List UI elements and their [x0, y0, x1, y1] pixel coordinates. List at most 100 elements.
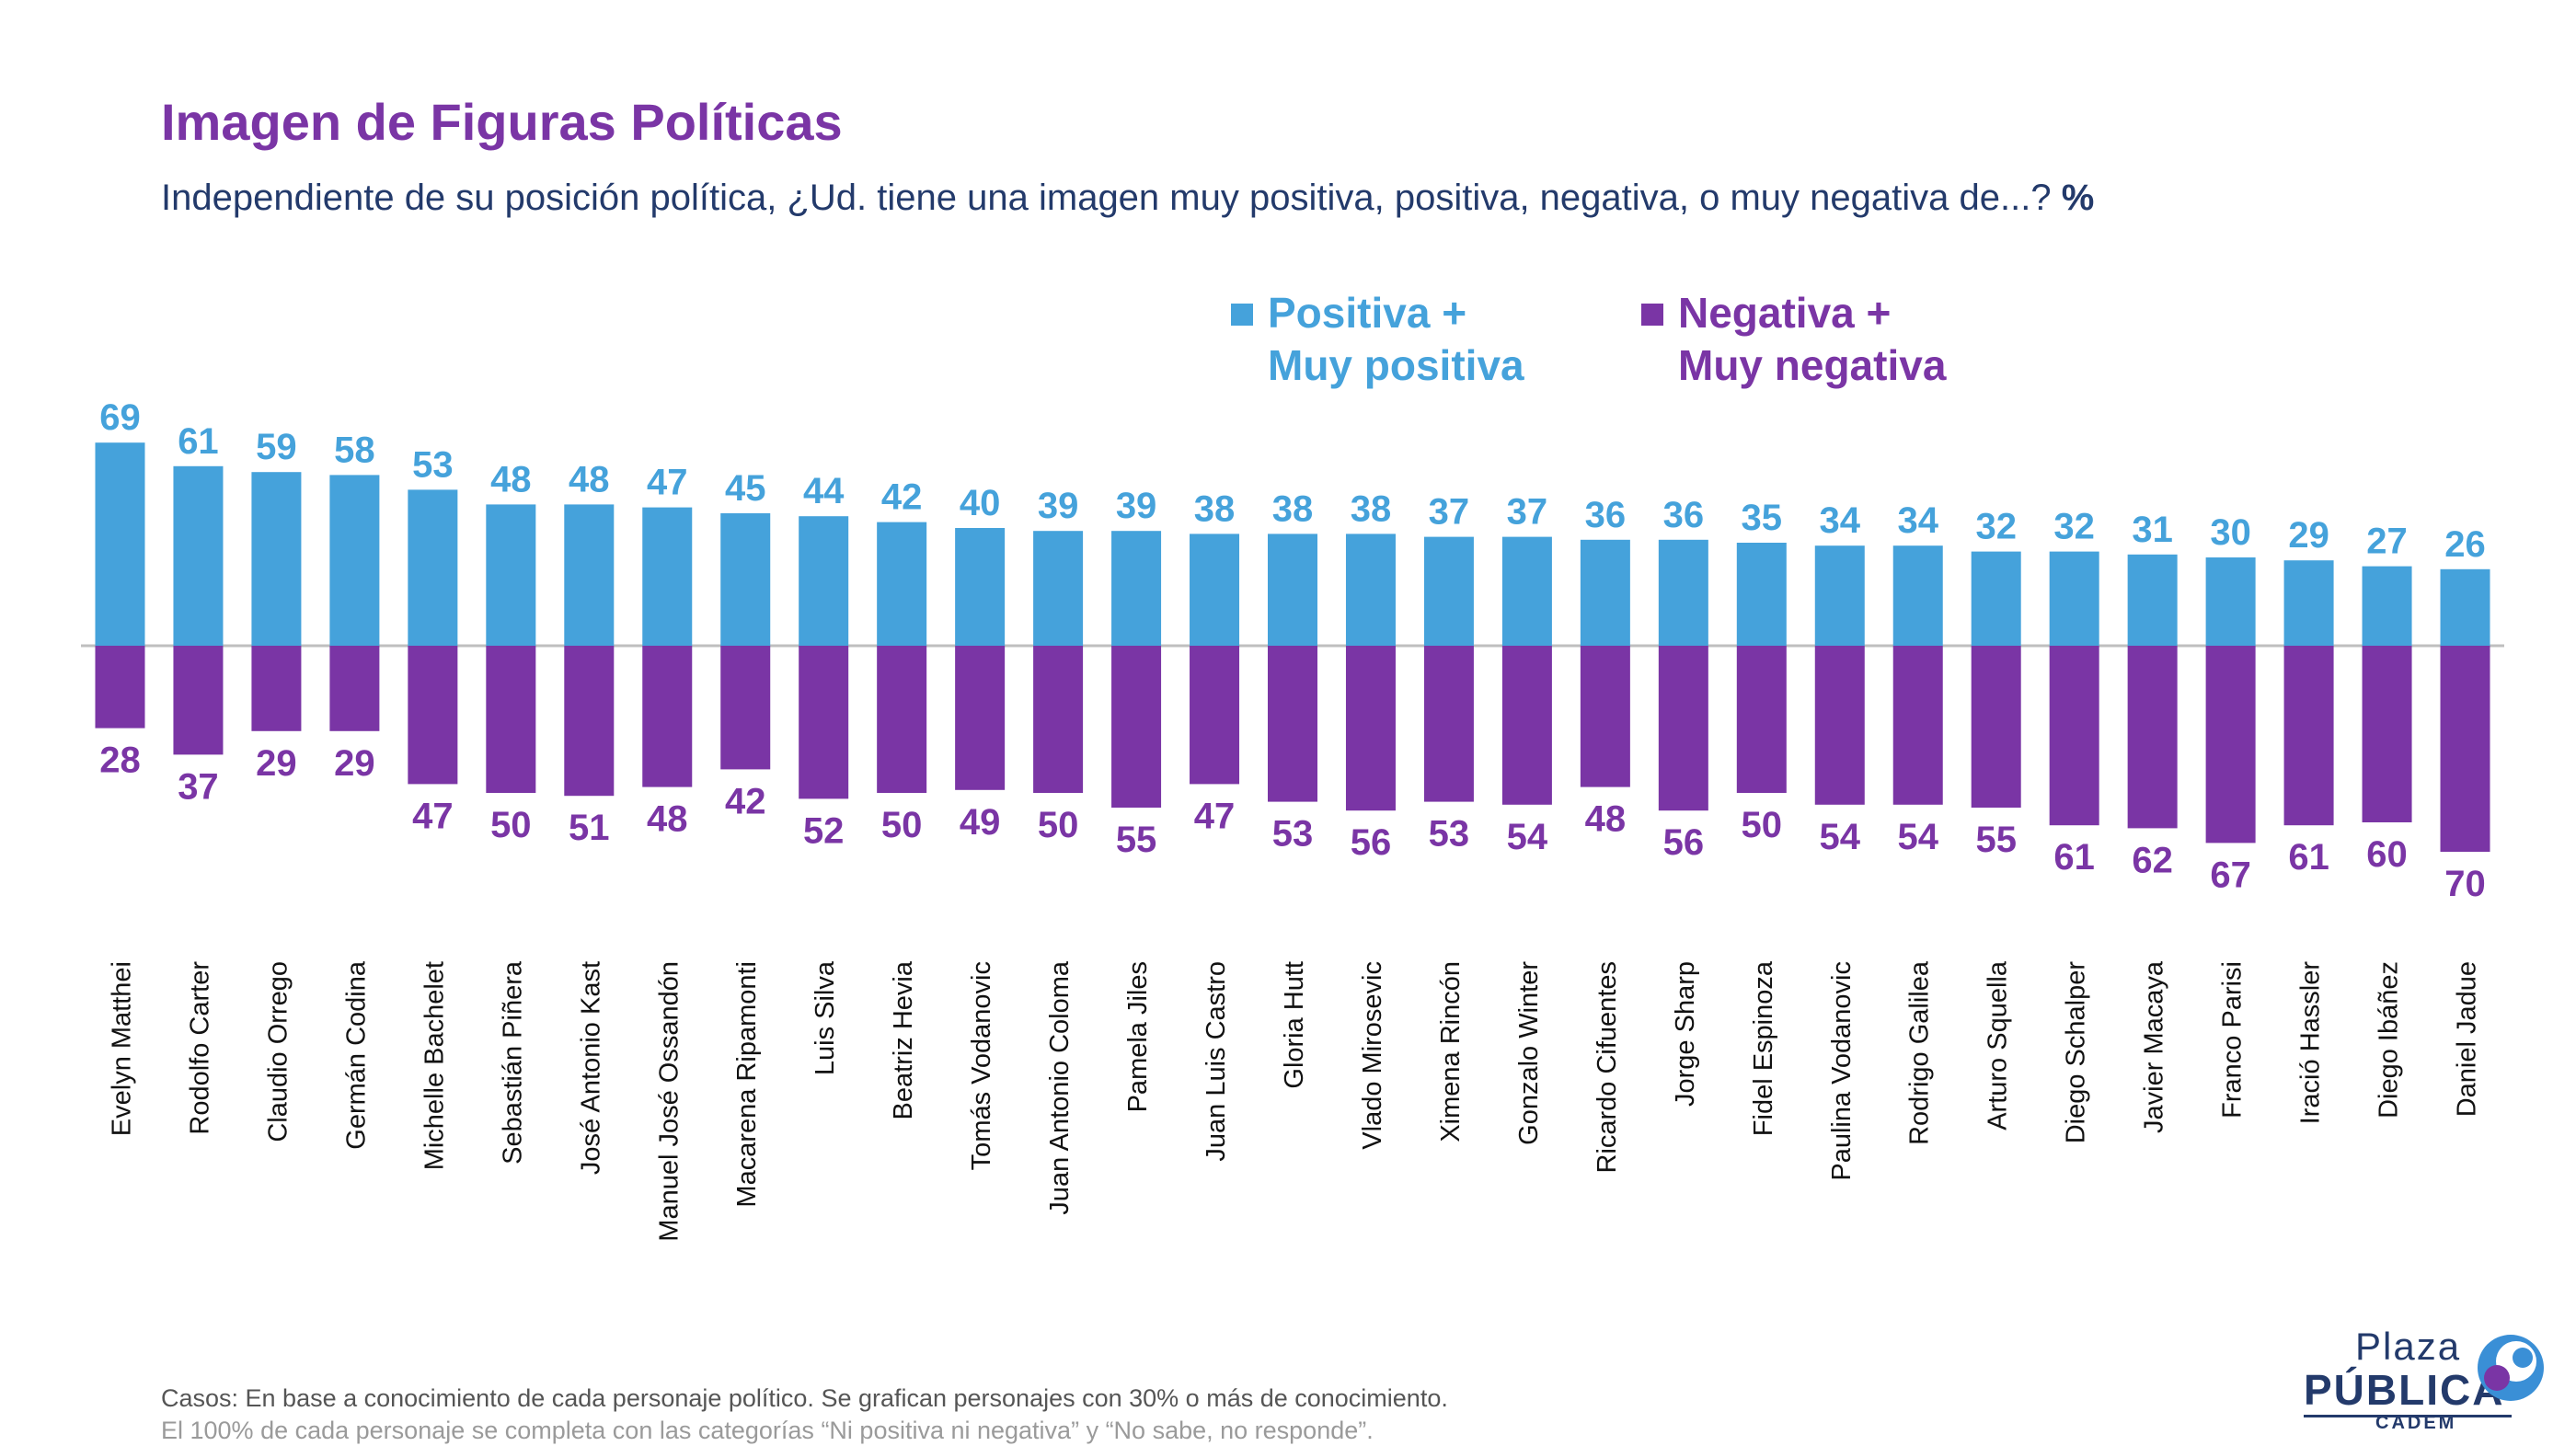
bar-negative	[1190, 646, 1240, 785]
category-label: Ricardo Cifuentes	[1593, 961, 1622, 1174]
data-label-positive: 38	[1272, 488, 1314, 529]
bar-negative	[1971, 646, 2021, 808]
bar-negative	[408, 646, 458, 785]
bar-positive	[720, 513, 771, 646]
legend-negative: Negativa + Muy negativa	[1641, 287, 1946, 392]
data-label-positive: 48	[569, 459, 610, 499]
category-label: Evelyn Matthei	[107, 961, 136, 1136]
bar-positive	[2440, 568, 2490, 646]
data-label-negative: 67	[2210, 855, 2251, 895]
category-label: Diego Schalper	[2062, 961, 2091, 1144]
bar-positive	[486, 504, 536, 646]
data-label-negative: 47	[412, 796, 454, 836]
bar-positive	[2283, 560, 2334, 646]
bar-positive	[1345, 534, 1396, 646]
bar-positive	[2049, 551, 2099, 646]
category-label: Juan Luis Castro	[1202, 961, 1231, 1162]
logo-publica-text: PÚBLICA	[2304, 1366, 2505, 1414]
data-label-positive: 69	[99, 397, 141, 438]
category-label: Fidel Espinoza	[1749, 960, 1778, 1136]
bar-negative	[2127, 646, 2178, 829]
data-label-positive: 34	[1897, 500, 1938, 541]
bar-negative	[2283, 646, 2334, 826]
data-label-positive: 26	[2444, 524, 2486, 565]
bar-positive	[642, 507, 693, 646]
category-label: Macarena Ripamonti	[732, 961, 762, 1208]
category-label: Vlado Mirosevic	[1358, 961, 1387, 1150]
data-label-negative: 49	[960, 802, 1001, 843]
data-label-positive: 53	[412, 444, 454, 485]
data-label-positive: 61	[178, 421, 219, 462]
category-label: Javier Macaya	[2140, 960, 2169, 1133]
legend-positive-line1: Positiva +	[1268, 289, 1467, 337]
bar-negative	[251, 646, 302, 731]
bar-negative	[95, 646, 145, 729]
data-label-positive: 30	[2210, 512, 2251, 553]
bar-positive	[2127, 554, 2178, 646]
data-label-positive: 32	[1975, 507, 2017, 547]
data-label-negative: 56	[1351, 822, 1392, 863]
category-label: Manuel José Ossandón	[654, 961, 684, 1242]
data-label-positive: 45	[725, 468, 766, 509]
data-label-positive: 39	[1038, 486, 1079, 526]
data-label-negative: 48	[1585, 799, 1627, 840]
bar-negative	[799, 646, 849, 799]
bar-positive	[1736, 543, 1787, 646]
bar-positive	[1111, 531, 1162, 646]
data-label-positive: 59	[256, 427, 297, 467]
bar-positive	[251, 472, 302, 646]
data-label-positive: 29	[2288, 515, 2329, 556]
data-label-positive: 35	[1742, 498, 1783, 538]
category-label: Diego Ibáñez	[2375, 961, 2404, 1119]
data-label-negative: 53	[1429, 814, 1470, 855]
category-label: Jorge Sharp	[1671, 961, 1700, 1107]
category-label: Claudio Orrego	[263, 961, 293, 1142]
bar-positive	[95, 442, 145, 646]
legend-positive: Positiva + Muy positiva	[1231, 287, 1524, 392]
legend-negative-line1: Negativa +	[1678, 289, 1892, 337]
plaza-publica-cadem-logo: Plaza PÚBLICA CADEM	[2291, 1325, 2548, 1435]
logo-swirl-icon	[2478, 1335, 2544, 1401]
data-label-positive: 48	[490, 459, 532, 499]
bar-positive	[564, 504, 615, 646]
bar-positive	[2205, 557, 2256, 646]
category-label: Gloria Hutt	[1280, 961, 1309, 1089]
data-label-positive: 47	[647, 463, 688, 503]
data-label-negative: 70	[2444, 864, 2486, 904]
category-label: Iració Hassler	[2296, 961, 2326, 1125]
data-label-negative: 53	[1272, 814, 1314, 855]
bar-positive	[1190, 534, 1240, 646]
bar-positive	[799, 516, 849, 646]
data-label-negative: 51	[569, 808, 610, 848]
subtitle-unit: %	[2061, 178, 2095, 218]
data-label-positive: 37	[1507, 492, 1548, 533]
data-label-positive: 36	[1663, 495, 1705, 535]
legend-positive-line2: Muy positiva	[1268, 341, 1524, 389]
data-label-positive: 36	[1585, 495, 1627, 535]
bar-negative	[2362, 646, 2412, 822]
category-label: Daniel Jadue	[2453, 961, 2482, 1117]
category-label: Arturo Squella	[1984, 960, 2013, 1130]
category-label: Juan Antonio Coloma	[1045, 960, 1075, 1215]
legend-positive-swatch	[1231, 304, 1253, 326]
bar-negative	[642, 646, 693, 787]
category-label: Beatriz Hevia	[889, 960, 918, 1119]
footer-cases-note: Casos: En base a conocimiento de cada pe…	[161, 1384, 1448, 1412]
bar-positive	[1658, 539, 1708, 646]
data-label-positive: 40	[960, 483, 1001, 523]
diverging-bar-chart: 69 28 Evelyn Matthei 61 37 Rodolfo Carter 59 29…	[81, 397, 2504, 1242]
bar-negative	[1501, 646, 1552, 805]
bar-negative	[1111, 646, 1162, 808]
data-label-negative: 50	[881, 805, 923, 845]
data-label-positive: 44	[803, 471, 845, 511]
data-label-negative: 62	[2132, 840, 2173, 880]
data-label-positive: 37	[1429, 492, 1470, 533]
data-label-negative: 55	[1116, 820, 1157, 860]
data-label-negative: 48	[647, 799, 688, 840]
data-label-negative: 60	[2366, 834, 2408, 875]
category-label: Sebastián Piñera	[498, 960, 527, 1165]
bar-positive	[1814, 545, 1865, 646]
bar-positive	[877, 522, 927, 646]
data-label-negative: 29	[256, 743, 297, 784]
category-label: Gonzalo Winter	[1514, 961, 1544, 1145]
